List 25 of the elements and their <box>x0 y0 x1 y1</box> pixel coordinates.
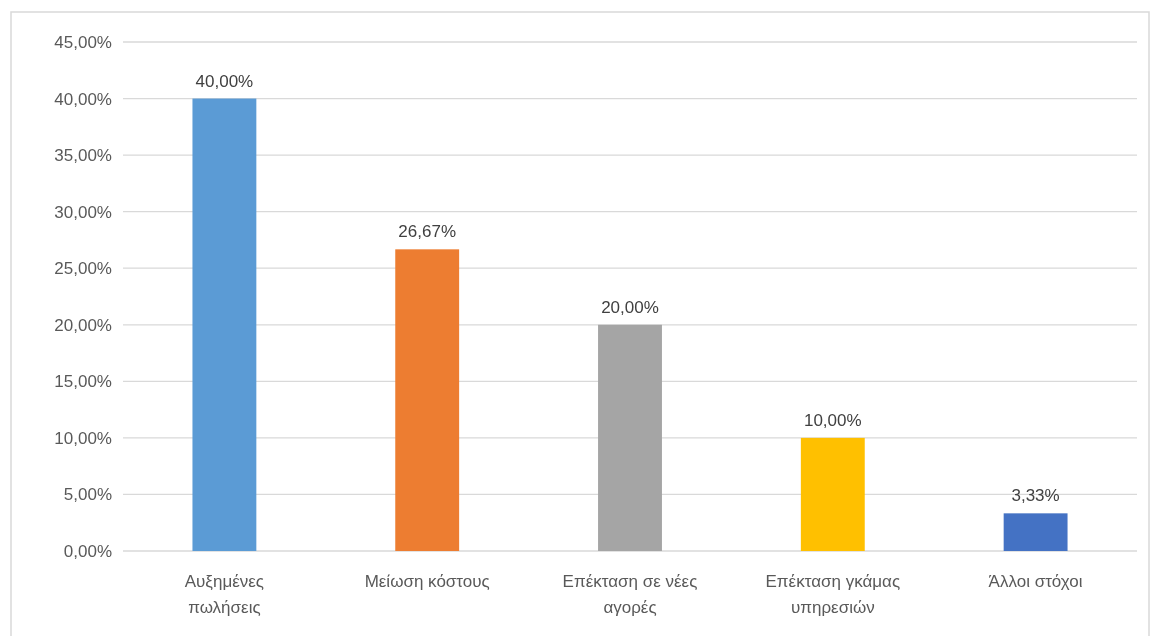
y-tick-label: 30,00% <box>54 202 112 222</box>
x-tick-label: Αυξημένες πωλήσεις <box>184 572 265 617</box>
y-tick-label: 20,00% <box>54 315 112 335</box>
data-label: 26,67% <box>398 222 457 242</box>
bar <box>395 249 460 551</box>
y-tick-label: 0,00% <box>63 541 112 561</box>
bar <box>1003 513 1068 551</box>
x-tick-label: Επέκταση γκάμας υπηρεσιών <box>765 572 901 617</box>
y-tick-label: 25,00% <box>54 259 112 279</box>
y-tick-label: 15,00% <box>54 372 112 392</box>
y-tick-label: 35,00% <box>54 146 112 166</box>
data-label: 3,33% <box>1011 486 1060 506</box>
data-label: 20,00% <box>601 297 659 317</box>
x-tick-label: Μείωση κόστους <box>364 572 490 591</box>
y-tick-label: 40,00% <box>54 89 112 109</box>
bar <box>598 324 662 551</box>
x-tick-label: Επέκταση σε νέες αγορές <box>562 572 698 617</box>
x-tick-label: Άλλοι στόχοι <box>988 572 1083 591</box>
data-label: 40,00% <box>195 71 254 91</box>
bar <box>192 98 257 551</box>
y-tick-label: 10,00% <box>54 428 112 448</box>
y-tick-label: 45,00% <box>54 32 112 52</box>
data-label: 10,00% <box>803 410 862 430</box>
bar <box>800 437 865 551</box>
y-tick-label: 5,00% <box>63 485 112 505</box>
